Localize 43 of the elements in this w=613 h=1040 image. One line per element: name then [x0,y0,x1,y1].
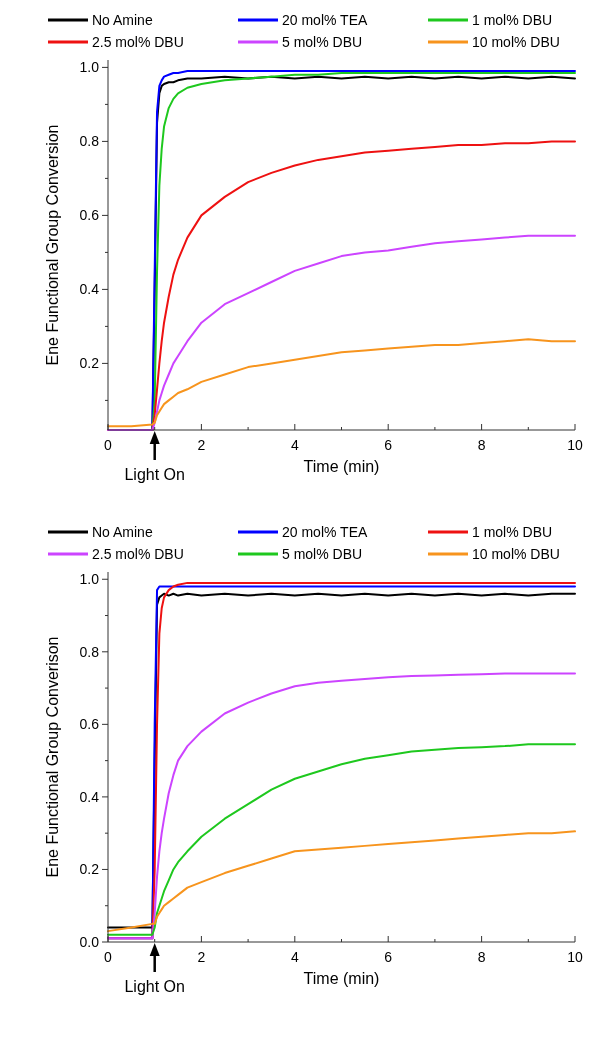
legend-label: 5 mol% DBU [282,546,363,562]
legend-label: 1 mol% DBU [472,12,553,28]
legend-label: 20 mol% TEA [282,524,368,540]
y-axis-title: Ene Functional Group Conversion [44,124,61,366]
x-axis-title: Time (min) [303,458,380,475]
legend-label: 1 mol% DBU [472,524,553,540]
x-tick-label: 10 [567,437,583,453]
y-tick-label: 0.6 [79,207,100,224]
x-axis-title: Time (min) [303,970,380,987]
x-tick-label: 10 [567,949,583,965]
legend-label: 10 mol% DBU [472,34,560,50]
legend-label: 5 mol% DBU [282,34,363,50]
x-tick-label: 6 [384,949,393,965]
legend-label: 20 mol% TEA [282,12,368,28]
y-tick-label: 0.2 [79,355,100,372]
y-tick-label: 0.8 [79,643,100,660]
x-tick-label: 6 [384,437,393,453]
y-tick-label: 0.0 [79,934,100,950]
legend-label: 2.5 mol% DBU [92,34,184,50]
y-tick-label: 0.6 [79,716,100,733]
legend-label: 2.5 mol% DBU [92,546,184,562]
x-tick-label: 4 [290,949,299,965]
y-tick-label: 1.0 [79,59,100,76]
y-tick-label: 0.8 [79,133,100,150]
annotation: Light On [124,466,185,483]
legend-label: No Amine [92,524,153,540]
x-tick-label: 8 [477,437,486,453]
y-tick-label: 1.0 [79,571,100,588]
y-tick-label: 0.4 [79,788,100,805]
x-tick-label: 0 [104,949,113,965]
line-series [107,830,576,933]
line-series [107,743,576,936]
y-axis-title: Ene Functional Group Converison [44,636,61,878]
y-tick-label: 0.4 [79,281,100,298]
legend-label: No Amine [92,12,153,28]
annotation: Light On [124,978,185,995]
x-tick-label: 4 [290,437,299,453]
y-tick-label: 0.2 [79,861,100,878]
x-tick-label: 2 [197,437,206,453]
x-tick-label: 8 [477,949,486,965]
legend-label: 10 mol% DBU [472,546,560,562]
x-tick-label: 2 [197,949,206,965]
x-tick-label: 0 [104,437,113,453]
